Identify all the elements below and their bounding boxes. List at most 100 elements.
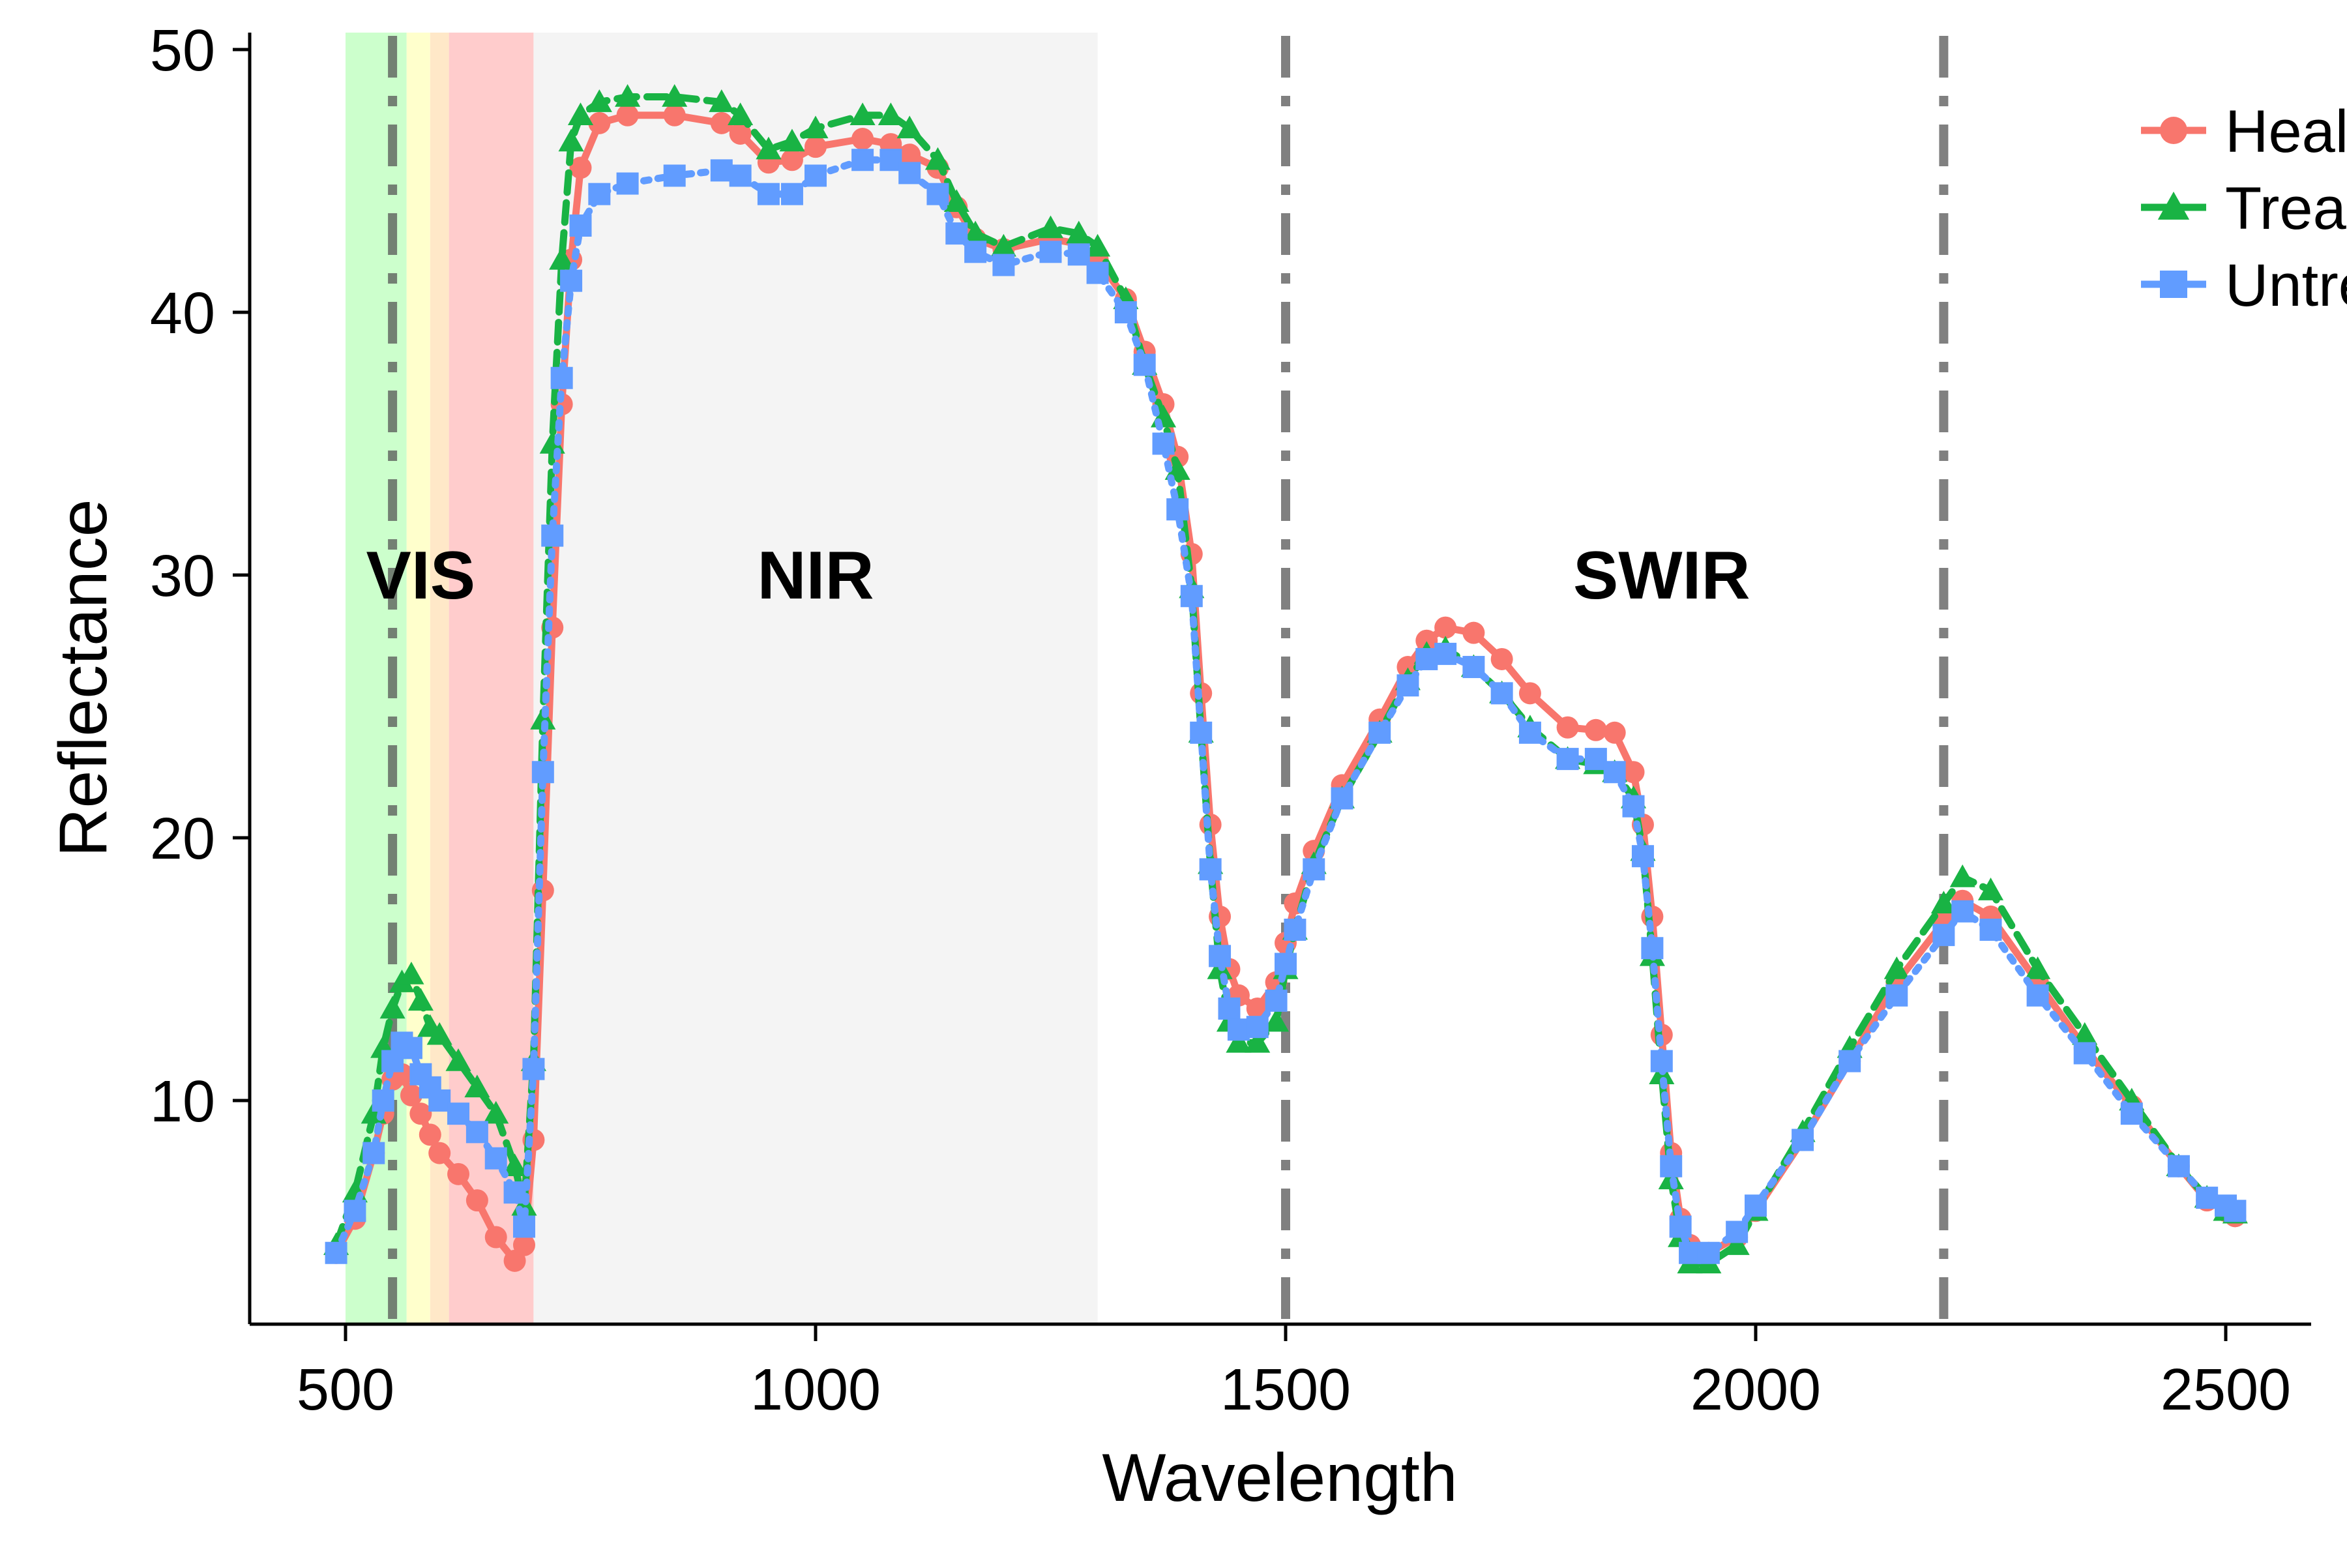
legend-marker-healthy xyxy=(2160,117,2187,144)
y-tick-label-0: 10 xyxy=(150,1069,215,1134)
data-point-untreated-80 xyxy=(1979,919,2002,941)
data-point-treated-34 xyxy=(962,220,988,244)
data-point-treated-25 xyxy=(728,102,754,125)
data-point-untreated-76 xyxy=(1838,1050,1861,1072)
data-point-untreated-41 xyxy=(1152,432,1175,455)
y-tick-label-4: 50 xyxy=(150,18,215,83)
data-point-untreated-55 xyxy=(1368,721,1391,744)
data-point-healthy-22 xyxy=(616,104,639,126)
data-point-untreated-73 xyxy=(1726,1220,1749,1243)
data-point-untreated-17 xyxy=(541,524,564,547)
data-point-untreated-12 xyxy=(484,1147,507,1170)
y-tick-label-2: 30 xyxy=(150,544,215,609)
data-point-healthy-60 xyxy=(1490,647,1513,670)
data-point-untreated-32 xyxy=(926,183,949,205)
data-point-untreated-60 xyxy=(1490,682,1513,705)
series-group xyxy=(323,83,2248,1274)
legend-marker-untreated xyxy=(2160,271,2187,298)
x-tick-label-0: 500 xyxy=(297,1357,394,1423)
data-point-untreated-75 xyxy=(1792,1129,1814,1151)
region-label-nir: NIR xyxy=(757,538,874,614)
data-point-untreated-56 xyxy=(1396,674,1419,697)
band-4 xyxy=(533,33,1098,1324)
spectral-bands xyxy=(346,33,1098,1324)
data-point-healthy-65 xyxy=(1622,761,1645,784)
data-point-treated-32 xyxy=(924,147,951,170)
data-point-healthy-58 xyxy=(1434,616,1457,639)
data-point-untreated-45 xyxy=(1199,858,1222,881)
data-point-untreated-67 xyxy=(1641,937,1664,960)
data-point-untreated-43 xyxy=(1180,585,1203,608)
data-point-untreated-34 xyxy=(964,241,987,263)
data-point-untreated-83 xyxy=(2120,1102,2143,1125)
data-point-untreated-48 xyxy=(1227,1018,1250,1041)
data-point-treated-7 xyxy=(407,988,434,1011)
data-point-healthy-61 xyxy=(1518,682,1541,705)
data-point-untreated-0 xyxy=(325,1241,347,1264)
data-point-treated-10 xyxy=(445,1048,471,1071)
legend-label-healthy: Healthy xyxy=(2225,98,2347,165)
data-point-untreated-78 xyxy=(1932,924,1955,947)
data-point-untreated-53 xyxy=(1303,858,1325,881)
data-point-treated-37 xyxy=(1066,220,1092,244)
series-line-untreated xyxy=(332,156,2239,1257)
data-point-treated-19 xyxy=(558,128,584,152)
data-point-treated-24 xyxy=(709,89,735,112)
region-label-swir: SWIR xyxy=(1573,538,1750,614)
data-point-untreated-50 xyxy=(1265,989,1288,1012)
data-point-untreated-63 xyxy=(1584,748,1607,771)
data-point-treated-17 xyxy=(539,430,565,454)
data-point-treated-30 xyxy=(878,102,904,125)
data-point-untreated-59 xyxy=(1462,656,1485,679)
data-point-treated-23 xyxy=(662,83,688,107)
y-axis-label: Reflectance xyxy=(46,499,121,857)
y-tick-label-3: 40 xyxy=(150,281,215,346)
data-point-untreated-27 xyxy=(780,183,803,205)
data-point-untreated-61 xyxy=(1518,721,1541,744)
data-point-untreated-18 xyxy=(550,366,573,389)
data-point-treated-28 xyxy=(803,115,829,139)
data-point-untreated-87 xyxy=(2224,1200,2247,1222)
data-point-treated-73 xyxy=(1724,1232,1750,1255)
x-tick-label-2: 1500 xyxy=(1220,1357,1351,1423)
data-point-healthy-64 xyxy=(1603,721,1626,744)
data-point-untreated-40 xyxy=(1133,353,1156,376)
x-ticks: 500 1000 1500 2000 2500 xyxy=(297,1324,2291,1423)
data-point-treated-49 xyxy=(1245,1029,1271,1053)
data-point-treated-21 xyxy=(586,89,612,112)
data-point-untreated-22 xyxy=(616,172,639,195)
data-point-treated-12 xyxy=(483,1101,509,1124)
data-point-healthy-21 xyxy=(588,111,611,134)
data-point-healthy-6 xyxy=(400,1084,422,1106)
data-point-untreated-21 xyxy=(588,183,611,205)
data-point-untreated-69 xyxy=(1660,1155,1683,1177)
x-tick-label-4: 2500 xyxy=(2161,1357,2291,1423)
x-axis-label: Wavelength xyxy=(1102,1440,1457,1516)
data-point-untreated-2 xyxy=(362,1142,385,1164)
data-point-untreated-49 xyxy=(1246,1016,1269,1039)
data-point-untreated-29 xyxy=(851,149,874,171)
data-point-untreated-37 xyxy=(1067,243,1090,266)
data-point-healthy-20 xyxy=(569,156,592,179)
data-point-untreated-26 xyxy=(757,183,780,205)
y-tick-label-1: 20 xyxy=(150,806,215,872)
data-point-untreated-54 xyxy=(1331,787,1353,810)
data-point-untreated-20 xyxy=(569,214,592,237)
data-point-untreated-19 xyxy=(560,269,583,292)
data-point-untreated-36 xyxy=(1039,241,1062,263)
data-point-untreated-42 xyxy=(1166,498,1189,521)
data-point-treated-26 xyxy=(756,136,782,160)
data-point-untreated-72 xyxy=(1697,1241,1720,1264)
data-point-untreated-77 xyxy=(1885,984,1908,1007)
data-point-treated-50 xyxy=(1263,1009,1290,1032)
data-point-untreated-71 xyxy=(1679,1241,1702,1264)
data-point-untreated-46 xyxy=(1209,945,1232,968)
data-point-untreated-3 xyxy=(372,1089,394,1112)
data-point-untreated-82 xyxy=(2073,1042,2096,1065)
legend: Healthy Treated Untreated xyxy=(2141,98,2347,319)
data-point-treated-80 xyxy=(1977,878,2004,900)
data-point-untreated-58 xyxy=(1434,642,1457,665)
data-point-untreated-11 xyxy=(465,1121,488,1144)
